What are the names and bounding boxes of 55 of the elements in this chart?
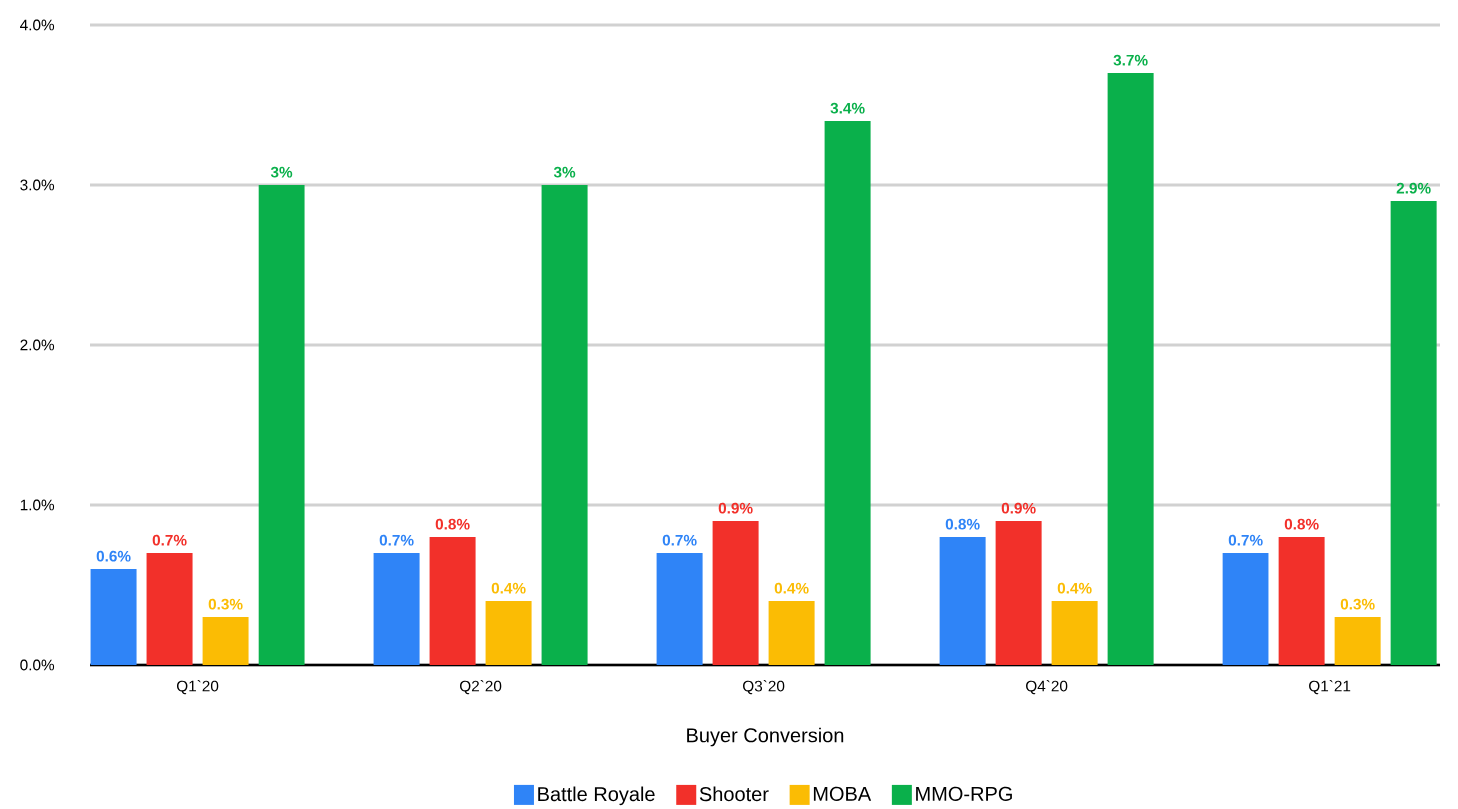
data-label: 3%: [553, 166, 576, 178]
legend-label: Shooter: [699, 786, 769, 802]
data-label: 3.7%: [1113, 54, 1148, 66]
bar: [1222, 552, 1269, 665]
legend-label: Battle Royale: [538, 786, 655, 806]
bar: [939, 536, 986, 665]
data-label: 0.7%: [379, 534, 414, 546]
bar: [485, 600, 532, 665]
bar: [202, 616, 249, 665]
data-label: 0.8%: [945, 518, 980, 530]
bar: [1390, 200, 1437, 665]
x-axis-title: Buyer Conversion: [687, 727, 844, 747]
bar: [1334, 616, 1381, 665]
data-label: 0.6%: [96, 550, 131, 562]
data-label: 0.8%: [435, 518, 470, 530]
data-label: 0.8%: [1284, 518, 1319, 530]
bar: [768, 600, 815, 665]
y-tick-label: 0.0%: [20, 659, 55, 671]
x-tick-label: Q1`21: [1309, 680, 1351, 695]
y-tick-label: 3.0%: [20, 179, 55, 191]
data-label: 0.7%: [152, 534, 187, 546]
y-tick-label: 1.0%: [20, 499, 55, 511]
data-label: 0.3%: [208, 598, 243, 610]
bar: [656, 552, 703, 665]
bar: [824, 120, 871, 665]
bar: [90, 568, 137, 665]
data-label: 0.9%: [1001, 502, 1036, 514]
data-label: 0.7%: [1228, 534, 1263, 546]
data-label: 0.7%: [662, 534, 697, 546]
bar: [258, 184, 305, 665]
data-label: 0.4%: [1057, 582, 1092, 594]
x-tick-label: Q2`20: [460, 680, 502, 695]
bar: [712, 520, 759, 665]
data-label: 0.9%: [718, 502, 753, 514]
x-tick-label: Q1`20: [176, 680, 219, 695]
data-label: 3%: [270, 166, 293, 178]
y-tick-label: 4.0%: [20, 19, 55, 31]
bar: [373, 552, 420, 665]
x-tick-label: Q4`20: [1026, 680, 1068, 695]
bar: [1107, 72, 1154, 665]
bar: [541, 184, 588, 665]
data-label: 2.9%: [1396, 182, 1431, 194]
bar: [429, 536, 476, 665]
legend-label: MOBA: [813, 786, 872, 801]
data-label: 0.4%: [491, 582, 526, 594]
x-tick-label: Q3`20: [743, 680, 785, 695]
bar: [146, 552, 193, 665]
data-label: 0.3%: [1340, 598, 1375, 610]
bar: [1278, 536, 1325, 665]
y-tick-label: 2.0%: [20, 339, 55, 351]
bar: [995, 520, 1042, 665]
data-label: 0.4%: [774, 582, 809, 594]
data-label: 3.4%: [830, 102, 865, 114]
legend-label: MMO-RPG: [916, 786, 1012, 801]
bar: [1051, 600, 1098, 665]
